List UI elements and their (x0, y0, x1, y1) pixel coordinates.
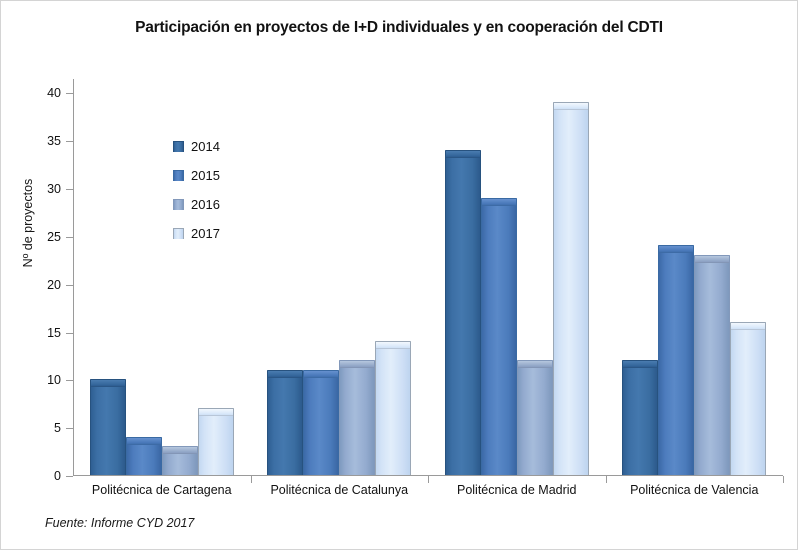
bar-top-cap (304, 370, 339, 378)
chart-title: Participación en proyectos de I+D indivi… (135, 19, 663, 36)
bar-top-cap (731, 322, 766, 330)
y-axis-title: Nº de proyectos (21, 178, 35, 268)
bar-top-cap (162, 447, 197, 455)
y-axis-tick (66, 476, 73, 477)
y-axis-tick-label: 5 (54, 421, 61, 436)
bar-2016-politécnica-de-madrid[interactable] (516, 360, 553, 475)
x-axis-separator (783, 476, 784, 483)
x-axis-category-label: Politécnica de Madrid (456, 483, 577, 497)
legend-item-2014[interactable]: 2014 (173, 132, 220, 161)
bar-top-cap (198, 409, 233, 417)
y-axis-tick-label: 35 (47, 134, 61, 149)
bar-2014-politécnica-de-catalunya[interactable] (267, 369, 304, 475)
bar-top-cap (445, 150, 480, 158)
x-axis-category-label: Politécnica de Valencia (630, 483, 759, 497)
y-axis-tick-label: 30 (47, 182, 61, 196)
bar-2014-politécnica-de-cartagena[interactable] (89, 379, 126, 475)
bar-top-cap (268, 370, 303, 378)
legend-item-2015[interactable]: 2015 (173, 161, 220, 190)
bar-2015-politécnica-de-catalunya[interactable] (303, 369, 340, 475)
bar-top-cap (90, 380, 125, 388)
legend-swatch-icon (173, 170, 184, 181)
y-axis-tick-label: 10 (47, 373, 61, 388)
y-axis-tick-label: 15 (47, 325, 61, 340)
x-axis-category-label: Politécnica de Cartagena (91, 483, 232, 497)
chart-legend: 2014 2015 2016 2017 (173, 132, 220, 248)
bar-2015-politécnica-de-cartagena[interactable] (125, 436, 162, 475)
y-axis-tick-label: 0 (54, 469, 61, 483)
bar-2014-politécnica-de-valencia[interactable] (622, 360, 659, 475)
bar-2017-politécnica-de-cartagena[interactable] (197, 408, 234, 475)
legend-label: 2014 (191, 139, 220, 154)
bar-2015-politécnica-de-madrid[interactable] (480, 197, 517, 475)
legend-label: 2016 (191, 197, 220, 212)
y-axis-tick (66, 332, 73, 334)
bar-top-cap (517, 361, 552, 369)
y-axis-tick (66, 428, 73, 430)
source-note: Fuente: Informe CYD 2017 (45, 516, 195, 530)
y-axis-tick (66, 189, 73, 190)
legend-item-2016[interactable]: 2016 (173, 190, 220, 219)
x-axis-separator (605, 476, 607, 483)
y-axis-tick (66, 284, 73, 286)
bar-top-cap (481, 198, 516, 206)
bar-top-cap (695, 255, 730, 263)
x-axis-line (73, 475, 783, 476)
legend-label: 2015 (191, 168, 220, 183)
y-axis-tick (66, 380, 73, 382)
bar-2017-politécnica-de-catalunya[interactable] (375, 341, 412, 475)
bar-top-cap (553, 102, 588, 110)
y-axis-line (73, 79, 74, 476)
bar-2017-politécnica-de-madrid[interactable] (552, 101, 589, 475)
bar-top-cap (659, 246, 694, 254)
x-axis-separator (250, 476, 252, 483)
bar-top-cap (340, 361, 375, 369)
bar-2016-politécnica-de-valencia[interactable] (694, 254, 731, 475)
legend-item-2017[interactable]: 2017 (173, 219, 220, 248)
y-axis-tick (66, 236, 73, 238)
bar-top-cap (376, 342, 411, 350)
bar-2016-politécnica-de-cartagena[interactable] (161, 446, 198, 475)
legend-swatch-icon (173, 228, 184, 239)
y-axis-tick-label: 25 (47, 229, 61, 244)
bar-2017-politécnica-de-valencia[interactable] (730, 321, 767, 475)
legend-swatch-icon (173, 141, 184, 152)
bar-2016-politécnica-de-catalunya[interactable] (339, 360, 376, 475)
bar-2015-politécnica-de-valencia[interactable] (658, 245, 695, 475)
legend-swatch-icon (173, 199, 184, 210)
x-axis-separator (428, 476, 429, 483)
y-axis-tick (66, 141, 73, 143)
bar-2014-politécnica-de-madrid[interactable] (444, 149, 481, 475)
legend-label: 2017 (191, 226, 220, 241)
y-axis-tick-label: 40 (47, 86, 61, 101)
bar-top-cap (623, 361, 658, 369)
y-axis-tick (66, 93, 73, 95)
y-axis-tick-label: 20 (47, 277, 61, 292)
x-axis-category-label: Politécnica de Catalunya (270, 483, 409, 497)
bar-top-cap (126, 437, 161, 445)
plot-area: 0 5 10 15 20 25 30 35 40 (47, 79, 784, 483)
